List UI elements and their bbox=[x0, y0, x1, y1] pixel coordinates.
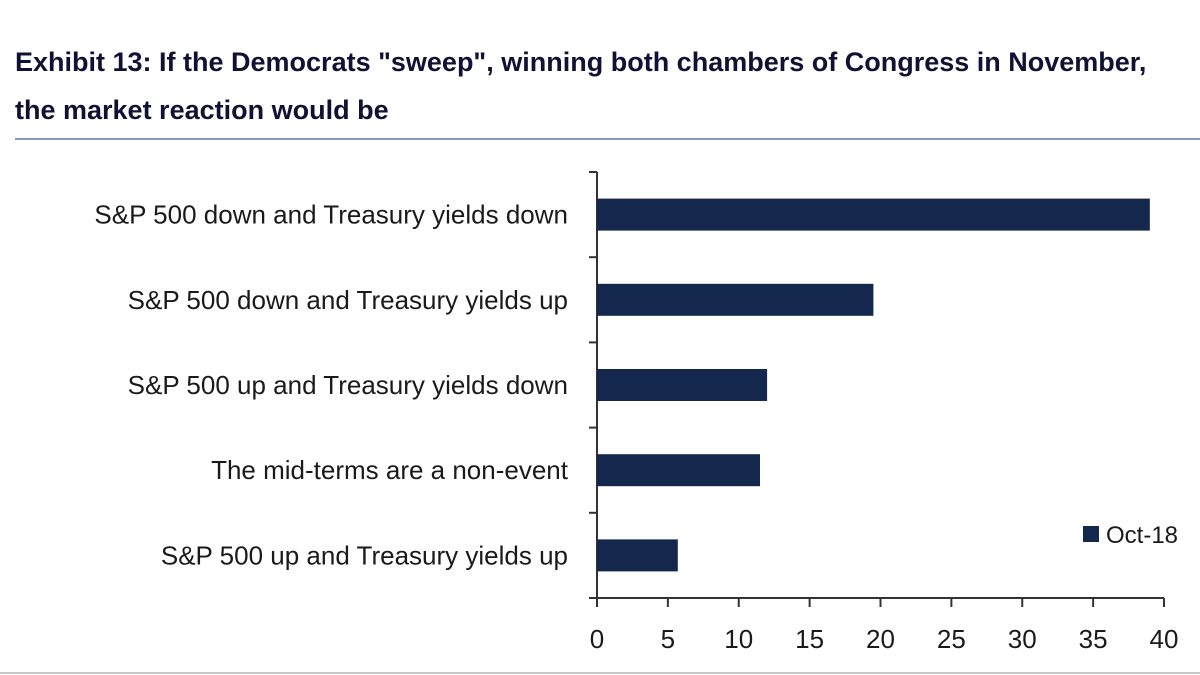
x-tick-label: 5 bbox=[661, 624, 675, 654]
bottom-divider bbox=[0, 672, 1200, 674]
category-label: S&P 500 up and Treasury yields down bbox=[128, 370, 568, 400]
bar bbox=[597, 369, 768, 401]
category-label: S&P 500 down and Treasury yields down bbox=[94, 200, 568, 230]
bar bbox=[597, 283, 874, 316]
legend-swatch bbox=[1083, 526, 1099, 542]
bar bbox=[597, 454, 761, 487]
x-tick-label: 25 bbox=[937, 624, 966, 654]
x-tick-label: 40 bbox=[1150, 624, 1179, 654]
x-tick-label: 15 bbox=[795, 624, 824, 654]
x-tick-label: 20 bbox=[866, 624, 895, 654]
x-tick-label: 0 bbox=[590, 624, 604, 654]
title-divider bbox=[15, 138, 1200, 140]
bar bbox=[597, 539, 678, 572]
x-tick-label: 35 bbox=[1079, 624, 1108, 654]
category-label: S&P 500 up and Treasury yields up bbox=[161, 540, 568, 570]
x-tick-label: 10 bbox=[724, 624, 753, 654]
x-tick-label: 30 bbox=[1008, 624, 1037, 654]
category-label: The mid-terms are a non-event bbox=[211, 455, 569, 485]
category-label: S&P 500 down and Treasury yields up bbox=[128, 285, 568, 315]
bar bbox=[597, 198, 1150, 231]
legend-label: Oct-18 bbox=[1106, 522, 1178, 549]
chart-title: Exhibit 13: If the Democrats "sweep", wi… bbox=[15, 47, 1147, 125]
